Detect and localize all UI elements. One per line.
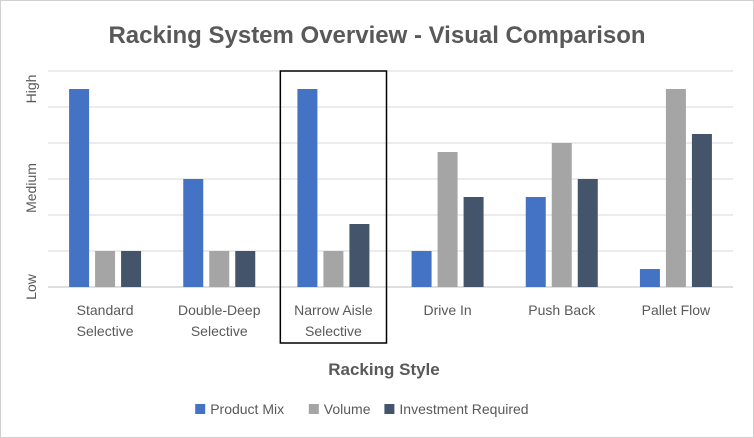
bar-volume — [95, 251, 116, 287]
legend-label: Volume — [324, 401, 371, 417]
bar-investment-required — [691, 134, 712, 287]
legend-swatch — [308, 404, 319, 414]
x-axis-tick-labels: Standard Selective Double-Deep Selective Nar… — [77, 302, 711, 339]
x-tick-label: Narrow Aisle Selective — [294, 302, 373, 339]
bar-product-mix — [297, 89, 318, 287]
x-tick-label: Push Back — [528, 302, 596, 318]
y-tick-label: Low — [23, 273, 39, 300]
legend-item: Product Mix — [195, 401, 284, 417]
x-tick-label: Standard Selective — [77, 302, 134, 339]
bar-product-mix — [411, 251, 432, 287]
highlight-box-layer — [279, 70, 388, 344]
x-tick-label: Drive In — [423, 302, 471, 318]
x-tick-label: Pallet Flow — [642, 302, 711, 318]
y-axis-tick-labels: Low Medium High — [23, 75, 39, 300]
bar-volume — [665, 89, 686, 287]
bar-product-mix — [69, 89, 90, 287]
y-tick-label: Medium — [23, 163, 39, 213]
bar-investment-required — [349, 224, 370, 287]
bar-product-mix — [639, 269, 660, 287]
bar-investment-required — [121, 251, 142, 287]
bar-investment-required — [235, 251, 256, 287]
bar-product-mix — [183, 179, 204, 287]
legend-label: Product Mix — [210, 401, 284, 417]
bars — [69, 89, 712, 287]
bar-volume — [209, 251, 230, 287]
bar-investment-required — [463, 197, 484, 287]
legend-swatch — [195, 404, 206, 414]
bar-investment-required — [577, 179, 598, 287]
bar-product-mix — [525, 197, 546, 287]
bar-volume — [437, 152, 458, 287]
legend: Product Mix Volume Investment Required — [195, 401, 529, 417]
bar-volume — [323, 251, 344, 287]
gridlines — [48, 70, 733, 288]
x-tick-label: Double-Deep Selective — [178, 302, 261, 339]
x-axis-title: Racking Style — [328, 360, 440, 379]
y-tick-label: High — [23, 75, 39, 104]
legend-label: Investment Required — [399, 401, 528, 417]
legend-item: Volume — [308, 401, 371, 417]
legend-swatch — [384, 404, 395, 414]
highlight-box — [279, 70, 388, 344]
bar-volume — [551, 143, 572, 287]
legend-item: Investment Required — [384, 401, 529, 417]
chart-title: Racking System Overview - Visual Compari… — [108, 22, 645, 49]
